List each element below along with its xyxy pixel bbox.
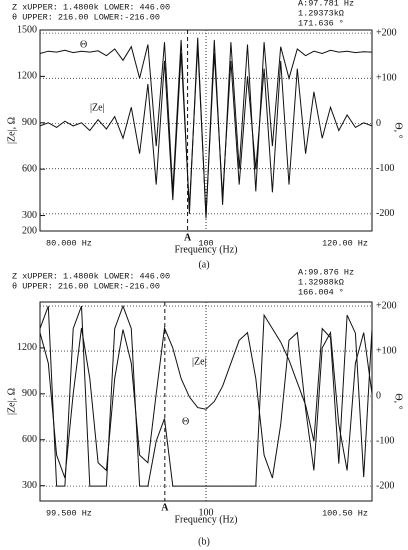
caption: (a)	[198, 259, 209, 270]
x-tick-label: 99.500 Hz	[46, 508, 92, 518]
caption: (b)	[198, 536, 210, 547]
y2-tick-label: -100	[376, 435, 394, 446]
header-line: θ UPPER: 216.00 LOWER:-216.00	[12, 12, 160, 22]
y-tick-label: 300	[22, 480, 37, 491]
y-axis-label: |Ze|, Ω	[6, 117, 17, 144]
y-tick-label: 900	[22, 117, 37, 128]
annotation: Θ	[182, 416, 189, 427]
readout: 166.004 °	[298, 287, 344, 297]
y-tick-label: 600	[22, 163, 37, 174]
header-line: θ UPPER: 216.00 LOWER:-216.00	[12, 281, 160, 291]
readout: 1.32988kΩ	[298, 277, 344, 287]
y2-axis-label: Θ, °	[393, 122, 404, 138]
y2-tick-label: +200	[376, 300, 397, 311]
y2-tick-label: +200	[376, 27, 397, 38]
y-axis-label: |Ze|, Ω	[6, 388, 17, 415]
y-tick-label: 600	[22, 434, 37, 445]
header-line: Z xUPPER: 1.4800k LOWER: 446.00	[12, 271, 170, 281]
x-tick-label: 80.000 Hz	[46, 238, 92, 248]
y2-tick-label: +100	[376, 345, 397, 356]
cursor-label: A	[161, 502, 169, 513]
readout: A:97.781 Hz	[298, 0, 354, 8]
y-tick-label: 1200	[17, 71, 37, 82]
y2-tick-label: -200	[376, 208, 394, 219]
y2-tick-label: -100	[376, 163, 394, 174]
readout: A:99.876 Hz	[298, 267, 354, 277]
x-axis-label: Frequency (Hz)	[174, 514, 237, 525]
header-line: Z xUPPER: 1.4800k LOWER: 446.00	[12, 2, 170, 12]
y2-tick-label: 0	[376, 390, 381, 401]
y2-tick-label: -200	[376, 480, 394, 491]
readout: 171.636 °	[298, 18, 344, 28]
x-tick-label: 100.50 Hz	[322, 508, 368, 518]
y-tick-label: 900	[22, 388, 37, 399]
x-tick-label: 100	[199, 507, 214, 518]
y-tick-label: 300	[22, 210, 37, 221]
y-tick-label: 1500	[17, 24, 37, 35]
series-line	[39, 37, 373, 219]
y-tick-label: 1200	[17, 342, 37, 353]
annotation: |Ze|	[90, 102, 105, 113]
series-line	[39, 304, 373, 487]
annotation: Θ	[80, 39, 87, 50]
x-tick-label: 100	[198, 238, 213, 248]
y2-tick-label: +100	[376, 73, 397, 84]
y-tick-label: 200	[22, 225, 37, 236]
readout: 1.29373kΩ	[298, 8, 344, 18]
y2-tick-label: 0	[376, 118, 381, 129]
x-tick-label: 120.00 Hz	[322, 238, 368, 248]
cursor-label: A	[184, 232, 192, 243]
annotation: |Ze|	[192, 356, 207, 367]
x-axis-label: Frequency (Hz)	[174, 244, 237, 255]
series-line	[39, 326, 373, 479]
y2-axis-label: Θ, °	[393, 393, 404, 409]
